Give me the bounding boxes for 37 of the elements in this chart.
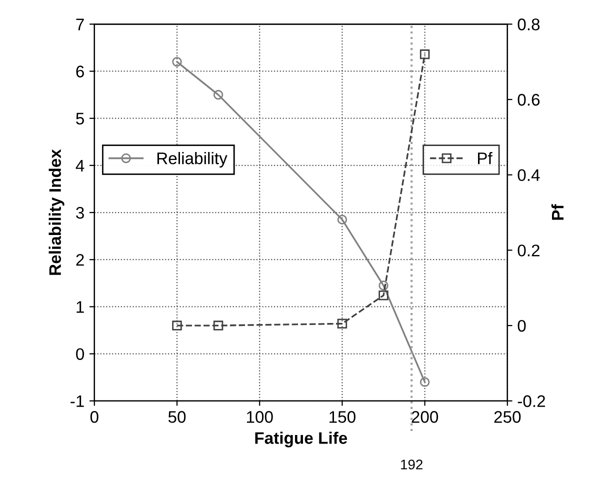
x-tick-label: 200 — [412, 411, 438, 423]
legend-label: Pf — [478, 152, 492, 164]
y2-tick-label: 0.2 — [518, 244, 540, 256]
point — [213, 90, 224, 100]
point — [337, 214, 348, 224]
y2-tick-label: 0.4 — [518, 169, 540, 182]
y-tick-label: 4 — [76, 160, 84, 172]
point — [420, 377, 430, 387]
x-tick-label: 250 — [494, 411, 521, 423]
y2-tick-label: 0.8 — [518, 18, 540, 30]
ref-line-label: 192 — [401, 460, 422, 470]
y-tick-label: 2 — [76, 254, 84, 266]
y2-tick-label: 0.6 — [518, 94, 540, 106]
point — [213, 320, 224, 330]
x-axis-title: Fatigue Life — [255, 432, 348, 448]
point — [172, 320, 182, 330]
y-tick-label: 3 — [76, 206, 84, 219]
point — [337, 318, 348, 329]
y-tick-label: 0 — [76, 348, 84, 360]
y-axis-title: Reliability Index — [48, 149, 64, 275]
y2-tick-label: -0.2 — [518, 395, 546, 408]
y-tick-label: 7 — [76, 18, 84, 30]
point — [378, 290, 388, 300]
point — [378, 280, 388, 290]
legend-label: Reliability — [157, 152, 228, 168]
y-tick-label: 5 — [76, 112, 84, 125]
x-tick-label: 150 — [330, 411, 356, 423]
x-tick-label: 100 — [246, 411, 273, 423]
y2-tick-label: 0 — [518, 320, 526, 332]
y2-axis-title: Pf — [551, 204, 564, 220]
point — [172, 56, 182, 67]
point — [420, 49, 430, 60]
y-tick-label: 6 — [76, 66, 84, 78]
x-tick-label: 50 — [168, 411, 186, 423]
y-tick-label: -1 — [70, 395, 84, 407]
y-tick-label: 1 — [76, 301, 84, 313]
x-tick-label: 0 — [90, 411, 98, 423]
